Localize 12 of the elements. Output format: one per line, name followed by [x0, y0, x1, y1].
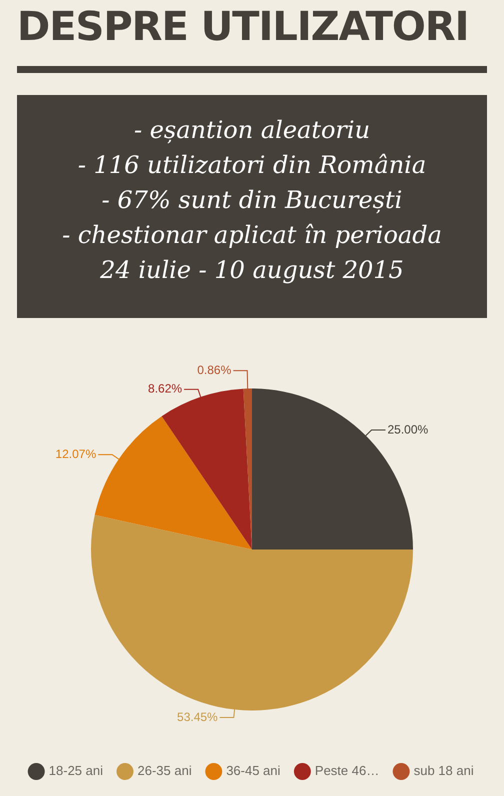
chart-subtitle: - eșantion aleatoriu - 116 utilizatori din România - 67% sunt din București - chestionar aplicat în perioada 24 iulie - 10 august 2015 — [17, 95, 487, 318]
data-label: 25.00% — [388, 422, 429, 436]
legend-label: sub 18 ani — [414, 763, 474, 778]
legend-label: 36-45 ani — [226, 763, 281, 778]
data-label: 53.45% — [177, 710, 218, 724]
data-label: 8.62% — [148, 382, 182, 396]
legend-label: 26-35 ani — [137, 763, 192, 778]
legend-label: Peste 46… — [314, 763, 380, 778]
legend-label: 18-25 ani — [48, 763, 104, 778]
chart-title: DESPRE UTILIZATORI — [17, 4, 469, 50]
data-label: 0.86% — [197, 362, 232, 377]
data-label: 12.07% — [55, 446, 96, 461]
